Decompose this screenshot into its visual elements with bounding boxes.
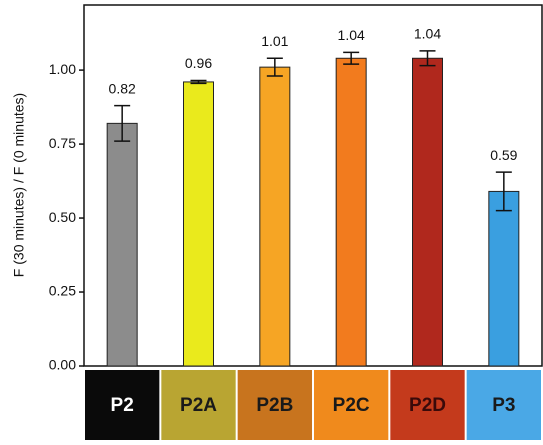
value-label: 1.01	[261, 33, 288, 49]
y-tick-label: 0.25	[49, 283, 76, 299]
value-label: 0.59	[490, 147, 517, 163]
x-tick-label: P3	[492, 395, 515, 416]
value-label: 1.04	[414, 26, 441, 42]
bar	[489, 191, 519, 366]
chart: F (30 minutes) / F (0 minutes) 0.00 0.25 0…	[0, 0, 543, 445]
value-label: 0.96	[185, 55, 212, 71]
x-tick-label: P2A	[180, 395, 217, 416]
plot-frame	[84, 5, 542, 366]
y-tick-label: 0.50	[49, 209, 76, 225]
bar	[413, 58, 443, 366]
x-tick-label: P2B	[256, 395, 293, 416]
bar	[184, 82, 214, 366]
value-label: 0.82	[109, 80, 136, 96]
y-tick-label: 0.75	[49, 135, 76, 151]
bar	[336, 58, 366, 366]
x-tick-label: P2C	[333, 395, 370, 416]
y-axis-label: F (30 minutes) / F (0 minutes)	[11, 93, 27, 277]
y-tick-label: 1.00	[49, 61, 76, 77]
value-label: 1.04	[338, 27, 365, 43]
y-tick-label: 0.00	[49, 357, 76, 373]
x-tick-label: P2D	[409, 395, 446, 416]
bar	[260, 67, 290, 366]
bar	[107, 123, 137, 366]
x-tick-label: P2	[111, 395, 134, 416]
